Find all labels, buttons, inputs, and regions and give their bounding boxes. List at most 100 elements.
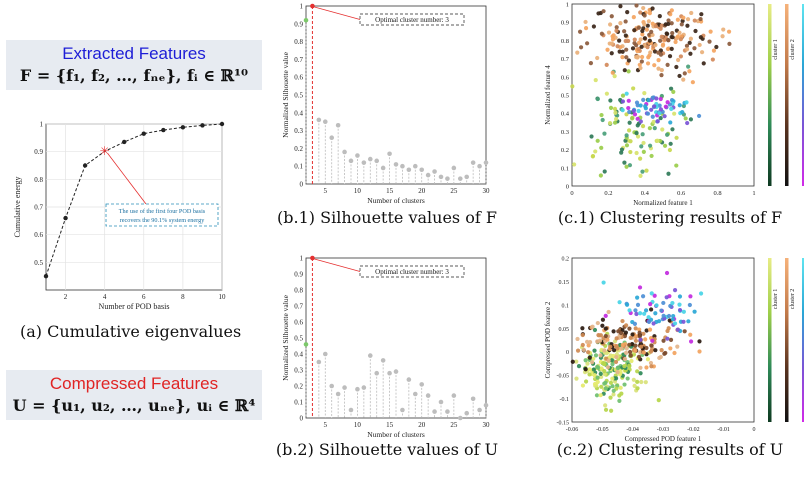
annotation-arrow bbox=[314, 6, 361, 20]
cluster-point bbox=[638, 10, 643, 15]
cluster-point bbox=[591, 24, 596, 29]
cluster-point bbox=[637, 334, 642, 339]
cluster-point bbox=[727, 41, 732, 46]
cluster-point bbox=[681, 319, 686, 324]
cluster-point bbox=[632, 28, 637, 33]
cluster-point bbox=[656, 50, 661, 55]
cluster-point bbox=[648, 50, 653, 55]
y-tick-label: 0 bbox=[566, 184, 569, 191]
cluster-point bbox=[607, 121, 613, 126]
cluster-point bbox=[638, 337, 643, 342]
cluster-point bbox=[620, 108, 625, 113]
y-tick-label: 0.2 bbox=[294, 145, 303, 153]
cluster-point bbox=[646, 319, 652, 325]
cluster-point bbox=[626, 98, 631, 103]
cluster-point bbox=[646, 98, 651, 103]
cluster-point bbox=[580, 383, 586, 388]
cluster-point bbox=[631, 108, 636, 113]
cluster-point bbox=[677, 30, 682, 35]
data-point bbox=[180, 125, 186, 130]
cluster-point bbox=[666, 326, 671, 331]
cluster-point bbox=[697, 349, 702, 354]
cluster-point bbox=[662, 351, 667, 356]
compressed-features-formula: U = {u₁, u₂, …, uₙₑ}, uᵢ ∈ ℝ⁴ bbox=[12, 396, 256, 415]
chart-b1-silhouette-f: 5 10 15 20 25 30 0 0.1 0.2 0.3 0.4 0.5 0.6 0.7 0.8 0.9 1… bbox=[282, 3, 490, 206]
cluster-point bbox=[598, 371, 603, 376]
cluster-point bbox=[670, 35, 675, 40]
cluster-point bbox=[697, 42, 702, 48]
cluster-point bbox=[652, 104, 657, 109]
cluster-point bbox=[638, 365, 643, 370]
cluster-point bbox=[617, 398, 622, 403]
cluster-point bbox=[628, 335, 633, 340]
cluster-point bbox=[612, 120, 618, 125]
cluster-point bbox=[672, 288, 678, 293]
cluster-point bbox=[662, 143, 668, 148]
cluster-point bbox=[640, 132, 645, 137]
cluster-point bbox=[632, 383, 637, 389]
cluster-point bbox=[602, 348, 607, 353]
y-tick-label: 0.4 bbox=[561, 111, 570, 118]
y-tick-label: 0.3 bbox=[294, 127, 303, 135]
cluster-point bbox=[640, 124, 646, 129]
cluster-point bbox=[627, 326, 632, 331]
cluster-point bbox=[627, 109, 632, 115]
cluster-point bbox=[618, 385, 623, 390]
cluster-point bbox=[676, 57, 681, 63]
y-tick-label: 0 bbox=[300, 181, 304, 189]
cluster-point bbox=[608, 380, 614, 385]
cluster-point bbox=[609, 41, 614, 46]
cluster-point bbox=[574, 359, 579, 364]
cluster-point bbox=[671, 89, 676, 95]
cluster-point bbox=[570, 84, 575, 89]
cluster-point bbox=[599, 31, 604, 36]
cluster-point bbox=[635, 386, 640, 391]
cluster-point bbox=[632, 112, 638, 117]
cluster-point bbox=[659, 34, 664, 39]
cluster-point bbox=[589, 134, 594, 139]
y-tick-label: 0.5 bbox=[294, 92, 303, 100]
cluster-point bbox=[624, 302, 630, 307]
data-point bbox=[438, 174, 444, 180]
cluster-point bbox=[678, 37, 683, 42]
data-point bbox=[483, 402, 489, 408]
cluster-point bbox=[668, 141, 673, 146]
cluster-point bbox=[610, 34, 615, 39]
cluster-point bbox=[635, 369, 640, 374]
cluster-point bbox=[686, 64, 691, 69]
cluster-point bbox=[570, 359, 575, 364]
cluster-point bbox=[675, 327, 680, 332]
cluster-point bbox=[614, 28, 619, 33]
cluster-point bbox=[592, 373, 597, 378]
cluster-point bbox=[711, 48, 717, 53]
cluster-point bbox=[575, 50, 580, 55]
cluster-point bbox=[642, 36, 647, 41]
cluster-point bbox=[684, 43, 690, 48]
cluster-point bbox=[626, 38, 631, 44]
annotation-text: recovers the 90.1% system energy bbox=[120, 217, 206, 224]
cluster-point bbox=[687, 302, 692, 308]
cluster-point bbox=[624, 143, 630, 148]
cluster-point bbox=[638, 156, 643, 161]
cluster-point bbox=[615, 370, 620, 375]
cluster-point bbox=[636, 354, 642, 360]
data-point bbox=[387, 151, 392, 157]
cluster-point bbox=[609, 408, 614, 413]
cluster-point bbox=[641, 350, 646, 355]
cluster-point bbox=[592, 348, 597, 353]
cluster-point bbox=[628, 149, 633, 155]
y-tick-label: 0.1 bbox=[562, 303, 570, 309]
cluster-point bbox=[600, 323, 605, 328]
cluster-point bbox=[699, 12, 704, 17]
data-point bbox=[329, 135, 335, 141]
cluster-point bbox=[639, 54, 645, 60]
cluster-point bbox=[615, 366, 621, 371]
x-axis-label: Number of clusters bbox=[367, 196, 425, 205]
chart-c2-clustering-u: -0.06 -0.05 -0.04 -0.03 -0.02 -0.01 0 -0.15 -0.1… bbox=[544, 257, 804, 442]
cluster-point bbox=[645, 111, 651, 116]
cluster-point bbox=[638, 103, 643, 108]
cluster-point bbox=[636, 25, 641, 30]
data-point bbox=[361, 385, 367, 390]
cluster-point bbox=[603, 403, 608, 408]
cluster-point bbox=[650, 114, 655, 119]
